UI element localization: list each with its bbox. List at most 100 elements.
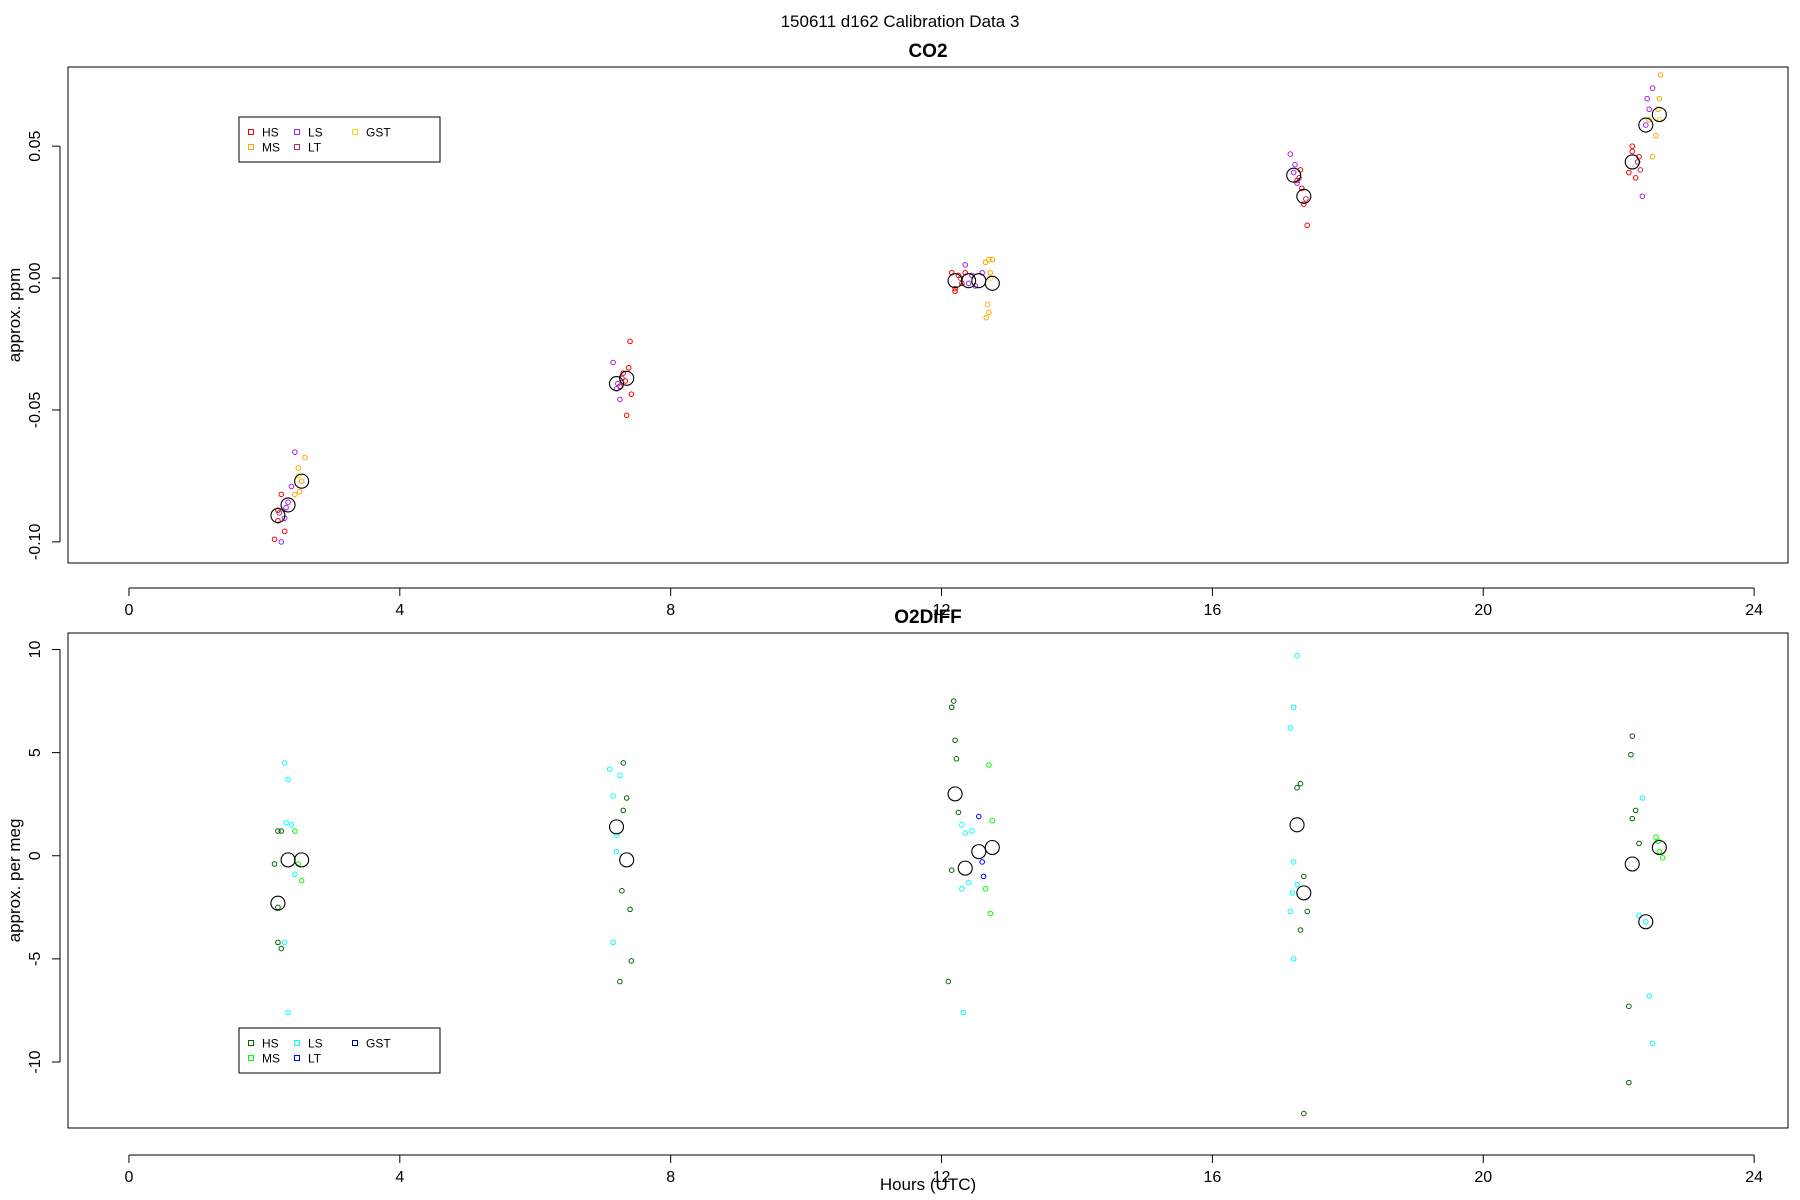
legend-label: GST — [366, 1037, 391, 1051]
data-point-hs — [620, 807, 627, 814]
data-point-hs — [1304, 908, 1311, 915]
data-point-ls — [281, 939, 288, 946]
data-point-hs — [1629, 815, 1636, 822]
y-tick-label: 0 — [27, 851, 44, 860]
mean-point — [270, 507, 286, 524]
legend-label: HS — [262, 126, 279, 140]
data-point-ms — [292, 828, 298, 834]
data-point-ms — [986, 762, 992, 768]
data-point-ls — [959, 885, 965, 892]
mean-point — [957, 860, 973, 876]
legend-swatch — [352, 129, 358, 135]
data-point-ls — [292, 871, 298, 878]
data-point-ls — [615, 380, 621, 387]
data-point-hs — [275, 828, 281, 834]
legend-label: MS — [262, 141, 280, 155]
legend-swatch — [294, 144, 300, 150]
legend-swatch — [248, 129, 254, 135]
plot-frame — [67, 66, 1789, 564]
data-point-ms — [989, 817, 996, 824]
x-tick-label: 20 — [1474, 1169, 1492, 1186]
data-point-hs — [1301, 873, 1307, 880]
data-point-ls — [1287, 908, 1294, 915]
data-point-lt — [276, 510, 283, 516]
data-point-ms — [987, 269, 994, 276]
data-point-ls — [1287, 151, 1294, 157]
data-point-hs — [1632, 807, 1639, 814]
data-point-lt — [975, 813, 982, 820]
legend-swatch — [248, 1040, 254, 1046]
data-point-hs — [945, 978, 952, 985]
data-point-gst — [295, 473, 302, 479]
data-point-lt — [980, 873, 987, 880]
data-point-ls — [1290, 704, 1297, 711]
data-point-ms — [1653, 132, 1659, 139]
data-point-hs — [1304, 222, 1311, 229]
data-point-ms — [984, 301, 991, 308]
y-tick-label: 10 — [27, 641, 44, 659]
data-point-hs — [275, 507, 281, 514]
data-point-hs — [628, 391, 635, 397]
data-point-ls — [962, 262, 969, 268]
x-tick-label: 0 — [124, 602, 133, 619]
data-point-hs — [1301, 201, 1307, 207]
data-point-ls — [1294, 881, 1300, 888]
x-tick-label: 4 — [395, 602, 404, 619]
data-point-ls — [1636, 912, 1642, 919]
data-point-ls — [288, 483, 295, 490]
mean-point — [1638, 117, 1654, 133]
data-point-ls — [613, 832, 620, 838]
mean-point — [619, 852, 635, 868]
data-point-ls — [1290, 169, 1297, 176]
data-point-ls — [959, 822, 965, 828]
data-point-ms — [987, 910, 994, 917]
data-point-hs — [1297, 780, 1304, 787]
legend-box — [238, 1027, 441, 1074]
data-point-hs — [627, 338, 633, 345]
x-tick-label: 16 — [1204, 602, 1222, 619]
data-point-ls — [1646, 993, 1652, 999]
data-point-hs — [1629, 733, 1636, 739]
data-point-hs — [627, 906, 633, 913]
data-point-ls — [281, 760, 288, 766]
x-tick-label: 8 — [666, 1169, 675, 1186]
mean-point — [947, 786, 963, 802]
legend-swatch — [294, 1055, 300, 1061]
data-point-ms — [1646, 116, 1652, 123]
x-tick-label: 12 — [933, 1169, 951, 1186]
legend-label: LT — [308, 1052, 322, 1066]
data-point-hs — [1628, 751, 1634, 758]
data-point-ls — [1649, 85, 1656, 91]
data-point-hs — [275, 904, 281, 911]
y-tick-label: -5 — [27, 952, 44, 966]
data-point-ls — [617, 772, 623, 779]
data-point-hs — [955, 809, 962, 816]
o2diff-panel: O2DIFF 0 4 8 12 16 20 24 Hours (UTC) -10 -5 0 5 10 app… — [5, 607, 1789, 1194]
data-point-ms — [298, 478, 305, 485]
data-point-ls — [288, 822, 295, 828]
data-point-ms — [302, 454, 308, 461]
data-point-ms — [1655, 106, 1661, 113]
data-point-ls — [283, 504, 289, 511]
x-axis-label: Hours (UTC) — [880, 1175, 976, 1194]
mean-point — [270, 895, 286, 911]
x-tick-label: 24 — [1745, 1169, 1763, 1186]
data-point-hs — [271, 536, 278, 543]
legend-label: LS — [308, 126, 323, 140]
data-point-hs — [950, 698, 957, 704]
data-point-ls — [1290, 956, 1297, 962]
data-point-ls — [610, 793, 616, 799]
legend-label: LS — [308, 1037, 323, 1051]
data-point-ls — [283, 819, 289, 826]
mean-point — [619, 370, 635, 386]
data-point-hs — [278, 828, 285, 834]
data-point-ls — [965, 879, 972, 886]
x-tick-label: 0 — [124, 1169, 133, 1186]
mean-point — [1286, 167, 1302, 183]
data-point-hs — [952, 288, 958, 295]
chart-title: O2DIFF — [894, 607, 962, 628]
mean-point — [1296, 885, 1312, 901]
data-point-hs — [1297, 927, 1304, 933]
legend-label: HS — [262, 1037, 279, 1051]
